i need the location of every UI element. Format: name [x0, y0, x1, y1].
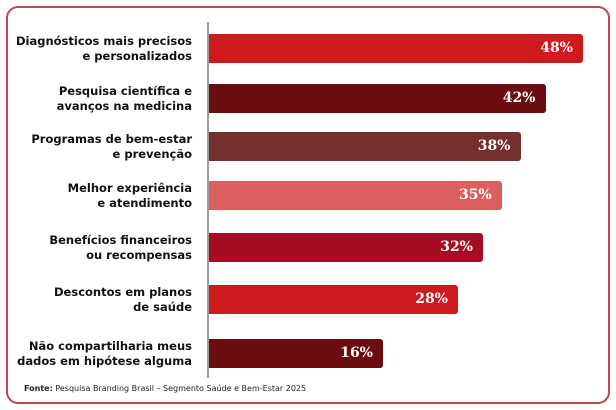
category-label: Não compartilharia meus dados em hipótese…: [0, 339, 192, 369]
category-label-line: ou recompensas: [86, 248, 192, 262]
category-label-line: Não compartilharia meus: [28, 339, 192, 353]
data-label: 16%: [340, 345, 373, 361]
chart-frame: [6, 6, 610, 404]
category-label: Programas de bem-estar e prevenção: [0, 132, 192, 162]
category-label: Descontos em planos de saúde: [0, 285, 192, 315]
source-label: Fonte:: [24, 384, 53, 393]
category-label-line: e personalizados: [82, 49, 192, 63]
category-label-line: Melhor experiência: [67, 181, 192, 195]
category-label: Melhor experiência e atendimento: [0, 181, 192, 211]
category-label-line: Programas de bem-estar: [31, 132, 192, 146]
category-label-line: Descontos em planos: [54, 285, 192, 299]
category-label-line: Benefícios financeiros: [49, 233, 192, 247]
category-label-line: Diagnósticos mais precisos: [15, 34, 192, 48]
source-text: Pesquisa Branding Brasil – Segmento Saúd…: [52, 384, 307, 393]
data-label: 42%: [502, 90, 536, 106]
y-axis-line: [207, 22, 209, 378]
bar: 16%: [209, 339, 383, 368]
data-label: 38%: [477, 138, 511, 154]
data-label: 35%: [458, 187, 492, 203]
bar: 35%: [209, 181, 502, 210]
data-label: 48%: [540, 40, 573, 56]
category-label-line: e atendimento: [97, 196, 192, 210]
bar: 42%: [209, 84, 546, 113]
category-label: Pesquisa científica e avanços na medicina: [0, 84, 192, 114]
bar: 38%: [209, 132, 521, 161]
category-label-line: avanços na medicina: [56, 99, 192, 113]
category-label-line: de saúde: [133, 300, 192, 314]
bar: 32%: [209, 233, 483, 262]
data-label: 28%: [415, 291, 448, 307]
category-label-line: dados em hipótese alguma: [17, 354, 192, 368]
source-note: Fonte: Pesquisa Branding Brasil – Segmen…: [24, 384, 306, 393]
data-label: 32%: [440, 239, 473, 255]
category-label: Diagnósticos mais precisos e personalizad…: [0, 34, 192, 64]
category-label-line: e prevenção: [112, 147, 192, 161]
bar: 48%: [209, 34, 583, 63]
bar: 28%: [209, 285, 458, 314]
category-label-line: Pesquisa científica e: [58, 84, 192, 98]
category-label: Benefícios financeiros ou recompensas: [0, 233, 192, 263]
